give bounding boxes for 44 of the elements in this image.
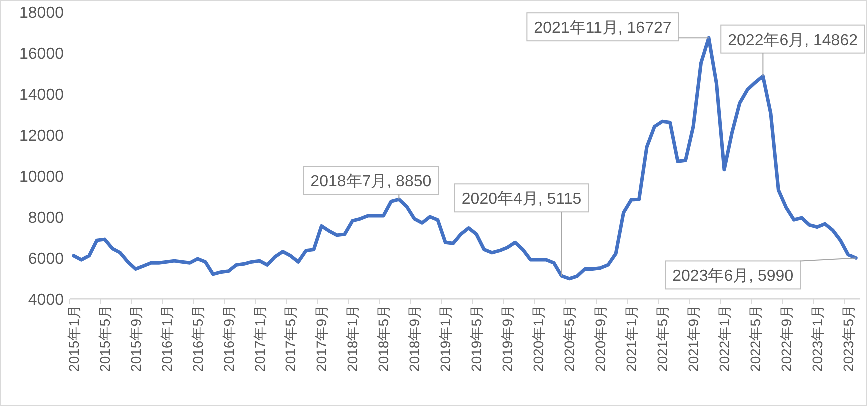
- y-tick-label: 4000: [28, 292, 64, 309]
- x-tick-label: 2016年5月: [190, 305, 206, 372]
- annotation: 2022年6月, 14862: [728, 32, 858, 50]
- annotation: 2020年4月, 5115: [454, 184, 590, 277]
- x-tick-label: 2021年1月: [624, 305, 640, 372]
- x-tick-label: 2017年9月: [314, 305, 330, 372]
- x-tick-label: 2019年9月: [500, 305, 516, 372]
- x-tick-label: 2021年9月: [685, 305, 702, 372]
- x-tick-label: 2022年5月: [747, 305, 764, 372]
- annotation: 2021年11月, 16727: [526, 12, 710, 42]
- x-tick-label: 2022年9月: [778, 305, 794, 372]
- x-tick-label: 2017年1月: [252, 305, 268, 372]
- x-tick-label: 2018年1月: [344, 305, 361, 372]
- annotation: 2022年6月, 14862: [720, 24, 866, 77]
- x-tick-label: 2022年1月: [716, 305, 732, 372]
- y-tick-label: 10000: [20, 169, 64, 186]
- annotation: 2018年7月, 8850: [310, 174, 432, 191]
- x-tick-label: 2018年5月: [376, 305, 392, 372]
- y-tick-label: 18000: [20, 5, 64, 22]
- x-tick-label: 2015年5月: [96, 305, 113, 372]
- x-tick-label: 2018年9月: [406, 305, 423, 372]
- x-tick-label: 2015年1月: [66, 305, 82, 372]
- x-tick-label: 2021年5月: [654, 305, 670, 372]
- y-tick-label: 12000: [20, 128, 64, 145]
- x-tick-label: 2020年1月: [530, 305, 547, 372]
- x-tick-label: 2019年5月: [468, 305, 485, 372]
- x-tick-label: 2020年9月: [592, 305, 609, 372]
- x-tick-label: 2020年5月: [562, 305, 578, 372]
- x-tick-label: 2016年1月: [158, 305, 175, 372]
- annotation: 2023年6月, 5990: [665, 258, 857, 290]
- x-tick-label: 2023年1月: [809, 305, 826, 372]
- x-tick-label: 2023年5月: [840, 305, 856, 372]
- x-tick-label: 2019年1月: [438, 305, 454, 372]
- x-tick-label: 2015年9月: [128, 305, 144, 372]
- annotation: 2018年7月, 8850: [303, 166, 440, 200]
- y-tick-label: 16000: [20, 46, 64, 63]
- y-tick-label: 8000: [28, 210, 64, 227]
- annotation: 2021年11月, 16727: [534, 20, 672, 38]
- annotation: 2023年6月, 5990: [672, 268, 794, 286]
- x-tick-label: 2016年9月: [220, 305, 237, 372]
- annotation: 2020年4月, 5115: [462, 191, 582, 208]
- y-tick-label: 6000: [28, 251, 64, 268]
- x-tick-label: 2017年5月: [282, 305, 299, 372]
- y-tick-label: 14000: [20, 87, 64, 104]
